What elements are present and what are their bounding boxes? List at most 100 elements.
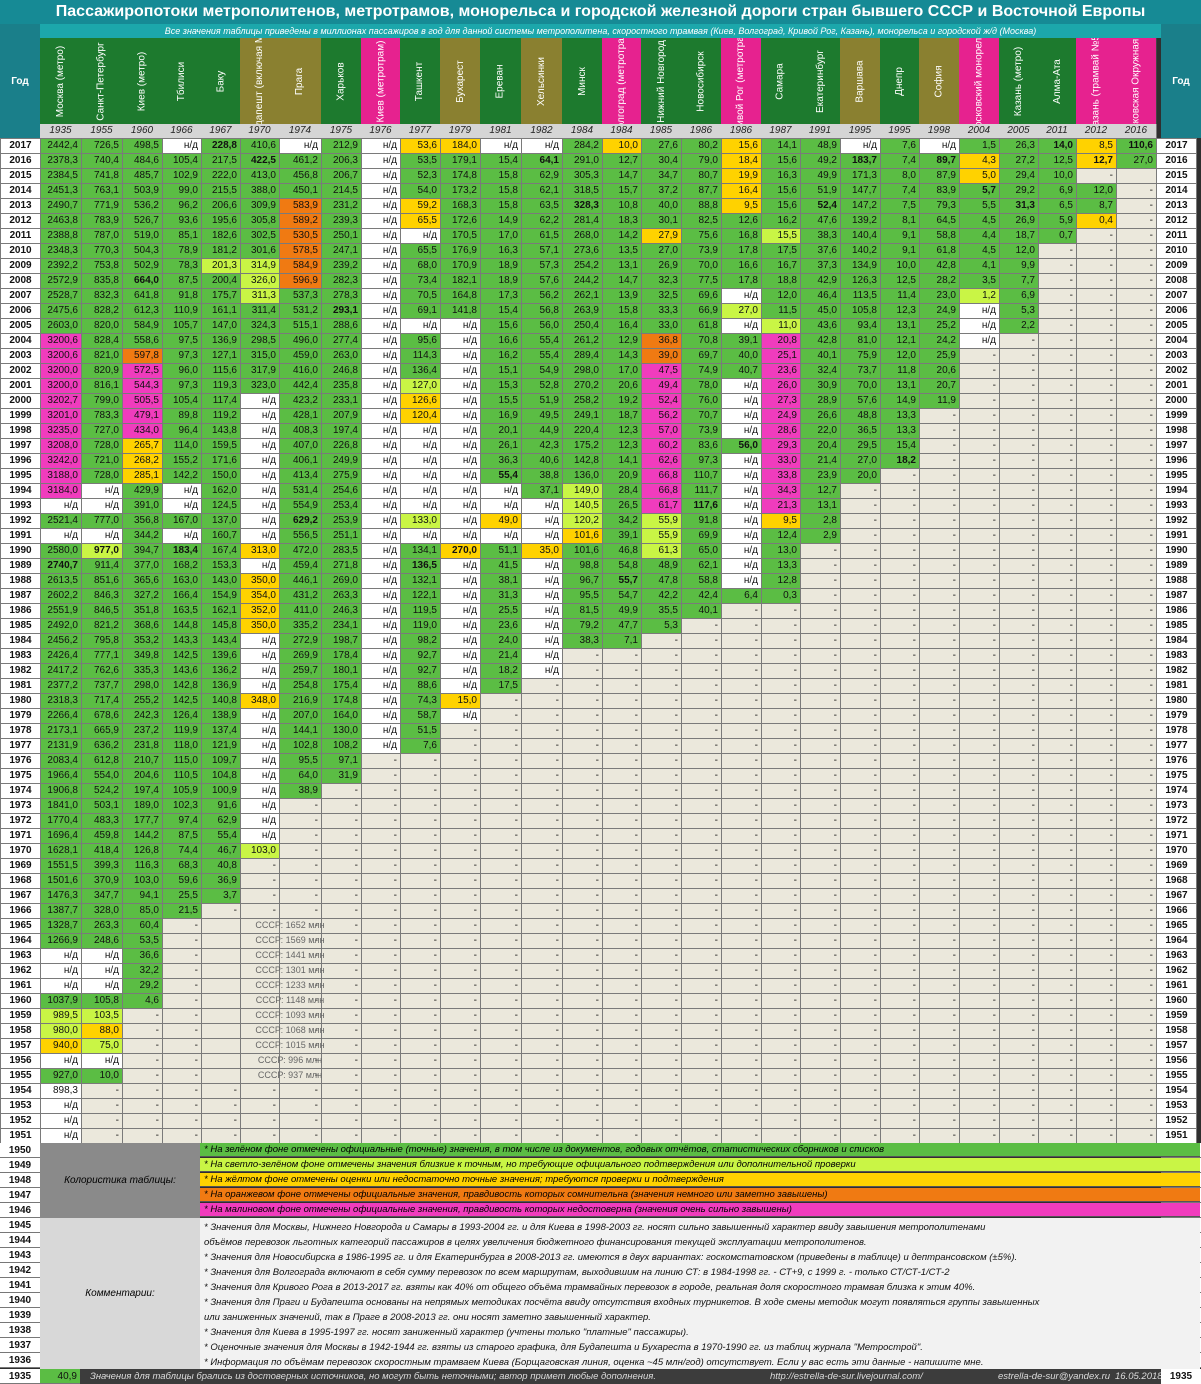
table-cell: 17,8 (721, 273, 762, 289)
table-cell: 18,4 (721, 153, 762, 169)
table-cell: - (1076, 1113, 1117, 1129)
table-row: 1987 2602,2 846,3 327,2 166,4 154,9 354,0 431,2… (0, 588, 1197, 604)
table-cell: - (880, 1128, 920, 1144)
table-cell: - (521, 813, 563, 829)
table-cell: 2602,2 (40, 588, 82, 604)
table-cell: 58,7 (400, 708, 441, 724)
table-cell: - (999, 1068, 1039, 1084)
row-year: 2008 (1156, 273, 1197, 289)
table-cell: - (562, 993, 603, 1009)
table-cell: - (800, 558, 841, 574)
table-cell: - (999, 1113, 1039, 1129)
row-year: 1980 (1156, 693, 1197, 709)
table-cell: - (761, 738, 801, 754)
table-cell: 96,2 (162, 198, 202, 214)
table-cell: - (1038, 948, 1077, 964)
table-cell: 23,9 (800, 468, 841, 484)
table-cell: 66,8 (641, 468, 682, 484)
table-cell: 183,7 (840, 153, 881, 169)
table-cell: - (721, 603, 762, 619)
row-year: 1998 (0, 423, 41, 439)
table-cell: - (1038, 408, 1077, 424)
table-cell: 2740,7 (40, 558, 82, 574)
table-cell: 665,9 (81, 723, 123, 739)
table-cell: 350,0 (240, 618, 280, 634)
row-year: 1990 (0, 543, 41, 559)
table-cell: 110,7 (681, 468, 722, 484)
table-cell: 93,4 (840, 318, 881, 334)
table-cell: 103,0 (122, 873, 163, 889)
table-cell: - (761, 693, 801, 709)
table-cell: 249,9 (321, 453, 362, 469)
table-cell: н/д (240, 663, 280, 679)
table-cell: 68,3 (162, 858, 202, 874)
table-cell: н/д (361, 138, 401, 154)
moscow-value: 40,9 (40, 1369, 80, 1384)
table-cell: - (521, 753, 563, 769)
table-cell: - (919, 618, 960, 634)
table-cell: - (721, 678, 762, 694)
table-cell: - (999, 738, 1039, 754)
table-cell: - (721, 828, 762, 844)
table-cell: - (562, 678, 603, 694)
row-year: 1977 (1156, 738, 1197, 754)
table-cell: - (840, 843, 881, 859)
table-cell: 49,4 (641, 378, 682, 394)
table-cell: 57,6 (521, 273, 563, 289)
table-cell: 159,5 (201, 438, 241, 454)
table-cell: 228,8 (201, 138, 241, 154)
table-cell: - (999, 453, 1039, 469)
column-name: Московский монорельс (973, 38, 985, 124)
table-cell: 318,5 (562, 183, 603, 199)
footer-site-link[interactable]: http://estrella-de-sur.livejournal.com/ (770, 1371, 923, 1382)
table-cell: - (602, 693, 642, 709)
table-cell: - (959, 1098, 1000, 1114)
row-year: 2003 (0, 348, 41, 364)
table-cell: 140,8 (201, 693, 241, 709)
table-cell: - (761, 918, 801, 934)
row-year: 2002 (0, 363, 41, 379)
table-cell: 31,9 (321, 768, 362, 784)
column-header: Санкт-Петербург (81, 38, 123, 124)
table-cell: 137,4 (201, 723, 241, 739)
table-cell: - (1076, 678, 1117, 694)
table-cell: н/д (240, 483, 280, 499)
table-cell (240, 1068, 280, 1084)
table-cell: - (919, 453, 960, 469)
footer-email[interactable]: estrella-de-sur@yandex.ru (998, 1371, 1111, 1382)
column-header: Алма-Ата (1038, 38, 1077, 124)
table-cell: 60,4 (122, 918, 163, 934)
table-cell: 496,0 (279, 333, 322, 349)
table-cell: - (1116, 513, 1157, 529)
row-year: 2016 (1156, 153, 1197, 169)
table-cell: 70,8 (681, 333, 722, 349)
table-cell: - (1116, 228, 1157, 244)
table-cell: н/д (400, 468, 441, 484)
ussr-total: СССР: 937 млн (257, 1070, 323, 1080)
table-cell: н/д (361, 468, 401, 484)
table-cell: 102,3 (162, 798, 202, 814)
table-cell: - (999, 648, 1039, 664)
table-cell: 1551,5 (40, 858, 82, 874)
column-name: Хельсинки (536, 56, 548, 106)
table-cell: - (800, 1008, 841, 1024)
column-name: Ташкент (414, 61, 426, 101)
table-cell: 9,1 (880, 243, 920, 259)
table-cell: 247,1 (321, 243, 362, 259)
table-cell: н/д (162, 483, 202, 499)
table-cell: - (122, 1068, 163, 1084)
table-cell: 356,8 (122, 513, 163, 529)
table-cell: н/д (440, 618, 481, 634)
table-cell: - (880, 798, 920, 814)
table-cell: - (400, 1008, 441, 1024)
column-header: Ташкент (400, 38, 441, 124)
row-year: 1981 (1156, 678, 1197, 694)
row-year: 1963 (1156, 948, 1197, 964)
table-cell: 12,7 (602, 153, 642, 169)
table-cell: - (400, 933, 441, 949)
table-cell: 832,3 (81, 288, 123, 304)
table-cell: - (641, 933, 682, 949)
table-cell: - (1076, 1068, 1117, 1084)
table-cell: - (880, 888, 920, 904)
table-cell: - (800, 603, 841, 619)
